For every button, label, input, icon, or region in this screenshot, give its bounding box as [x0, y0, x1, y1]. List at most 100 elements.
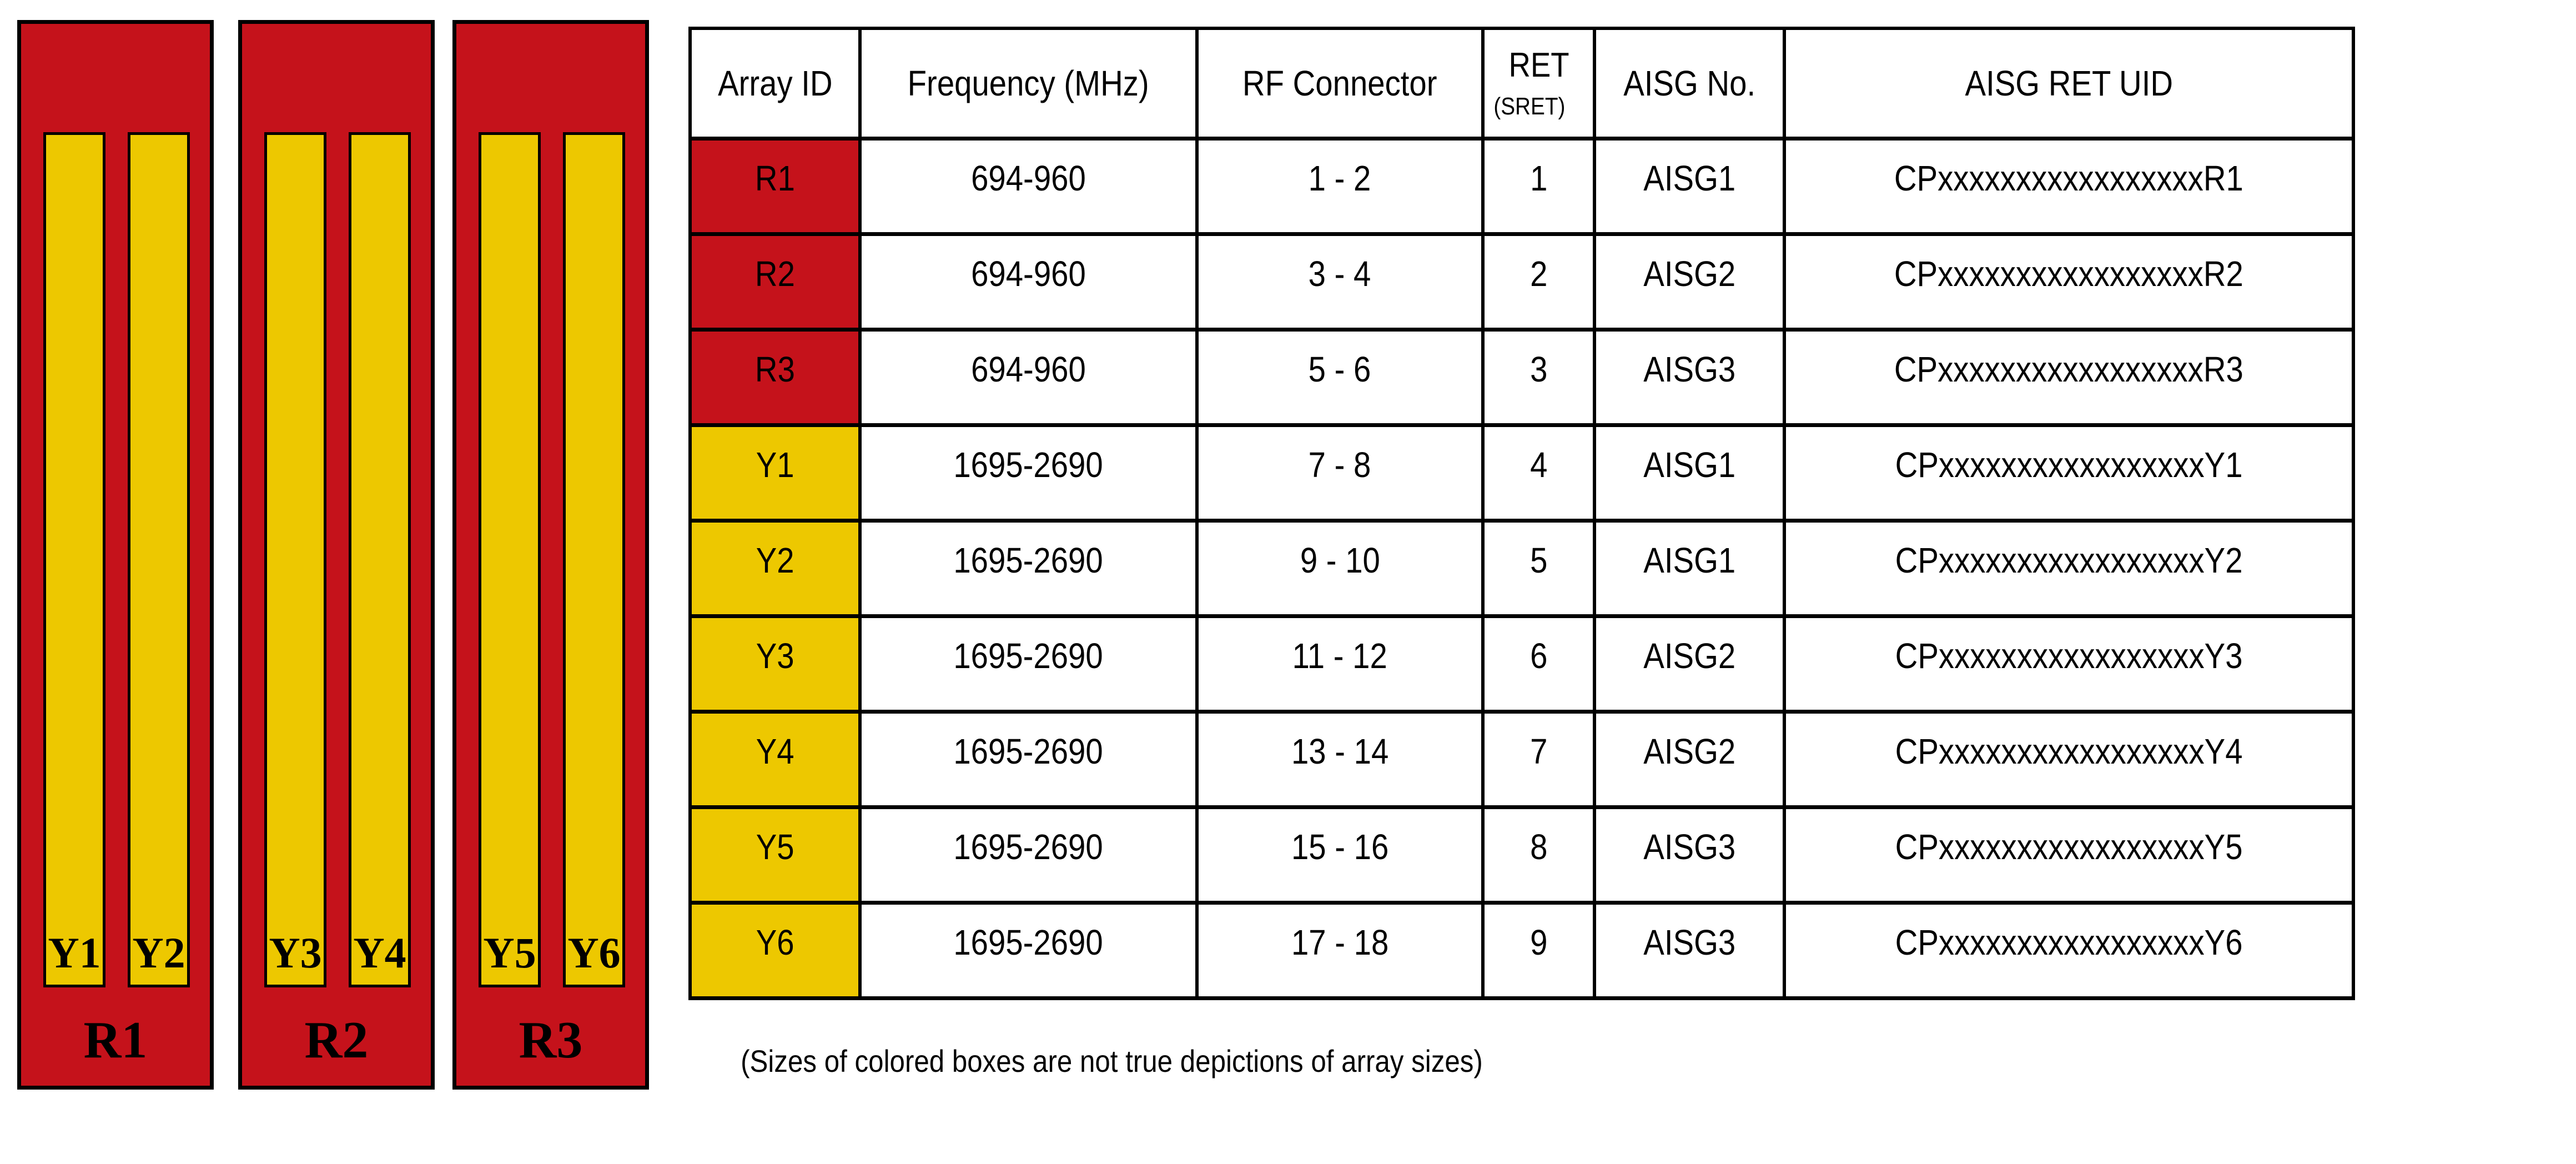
- frequency-value: 1695-2690: [953, 827, 1104, 867]
- array-box-label: Y2: [132, 929, 185, 977]
- header-array-id: Array ID: [692, 30, 862, 141]
- aisg-no-cell: AISG1: [1596, 141, 1786, 236]
- array-box-label: Y1: [48, 929, 101, 977]
- array-box-label: Y3: [269, 929, 322, 977]
- aisg-ret-uid-cell: CPxxxxxxxxxxxxxxxxxY5: [1786, 809, 2355, 905]
- aisg-no-cell: AISG3: [1596, 332, 1786, 427]
- array-id-cell: Y3: [692, 618, 862, 714]
- aisg-ret-uid-value: CPxxxxxxxxxxxxxxxxxY5: [1895, 827, 2243, 867]
- frequency-value: 1695-2690: [953, 731, 1104, 772]
- frequency-value: 1695-2690: [953, 540, 1104, 581]
- header-label: AISG RET UID: [1965, 63, 2173, 103]
- aisg-no-cell: AISG1: [1596, 427, 1786, 523]
- array-box-y6: Y6: [563, 132, 625, 987]
- ret-cell: 4: [1485, 427, 1596, 523]
- ret-value: 2: [1530, 254, 1548, 294]
- rf-connector-value: 15 - 16: [1291, 827, 1389, 867]
- rf-connector-value: 1 - 2: [1309, 158, 1371, 199]
- rf-connector-cell: 15 - 16: [1199, 809, 1485, 905]
- rf-connector-value: 5 - 6: [1309, 349, 1371, 390]
- frequency-cell: 1695-2690: [862, 618, 1199, 714]
- aisg-ret-uid-value: CPxxxxxxxxxxxxxxxxxR2: [1894, 254, 2243, 294]
- aisg-ret-uid-value: CPxxxxxxxxxxxxxxxxxR1: [1894, 158, 2243, 199]
- array-id-value: Y5: [756, 827, 794, 867]
- ret-cell: 2: [1485, 236, 1596, 332]
- frequency-cell: 1695-2690: [862, 714, 1199, 809]
- array-box-label: Y4: [353, 929, 406, 977]
- frequency-value: 694-960: [971, 158, 1086, 199]
- rf-connector-cell: 7 - 8: [1199, 427, 1485, 523]
- array-id-value: R1: [755, 158, 795, 199]
- array-id-cell: R3: [692, 332, 862, 427]
- aisg-ret-uid-value: CPxxxxxxxxxxxxxxxxxY1: [1895, 445, 2243, 485]
- header-label: RET: [1508, 46, 1569, 84]
- frequency-cell: 694-960: [862, 236, 1199, 332]
- rf-connector-cell: 1 - 2: [1199, 141, 1485, 236]
- aisg-ret-uid-cell: CPxxxxxxxxxxxxxxxxxR1: [1786, 141, 2355, 236]
- frequency-value: 694-960: [971, 254, 1086, 294]
- aisg-no-cell: AISG2: [1596, 618, 1786, 714]
- ret-cell: 3: [1485, 332, 1596, 427]
- aisg-no-value: AISG3: [1643, 349, 1735, 390]
- aisg-ret-uid-cell: CPxxxxxxxxxxxxxxxxxY1: [1786, 427, 2355, 523]
- rf-connector-cell: 5 - 6: [1199, 332, 1485, 427]
- aisg-ret-uid-cell: CPxxxxxxxxxxxxxxxxxY6: [1786, 905, 2355, 1000]
- aisg-ret-uid-cell: CPxxxxxxxxxxxxxxxxxR3: [1786, 332, 2355, 427]
- aisg-ret-uid-cell: CPxxxxxxxxxxxxxxxxxY2: [1786, 523, 2355, 618]
- rf-connector-cell: 3 - 4: [1199, 236, 1485, 332]
- ret-value: 7: [1530, 731, 1548, 772]
- frequency-cell: 694-960: [862, 141, 1199, 236]
- aisg-no-value: AISG2: [1643, 731, 1735, 772]
- rf-connector-cell: 11 - 12: [1199, 618, 1485, 714]
- aisg-no-value: AISG3: [1643, 827, 1735, 867]
- frequency-cell: 1695-2690: [862, 427, 1199, 523]
- rf-connector-cell: 9 - 10: [1199, 523, 1485, 618]
- array-id-cell: Y4: [692, 714, 862, 809]
- ret-cell: 6: [1485, 618, 1596, 714]
- array-id-value: Y2: [756, 540, 794, 581]
- aisg-no-cell: AISG2: [1596, 714, 1786, 809]
- aisg-ret-uid-value: CPxxxxxxxxxxxxxxxxxR3: [1894, 349, 2243, 390]
- frequency-value: 1695-2690: [953, 922, 1104, 963]
- rf-connector-cell: 13 - 14: [1199, 714, 1485, 809]
- array-id-cell: Y5: [692, 809, 862, 905]
- array-box-label: Y6: [567, 929, 621, 977]
- array-id-value: R3: [755, 349, 795, 390]
- ret-cell: 7: [1485, 714, 1596, 809]
- rf-connector-value: 9 - 10: [1300, 540, 1380, 581]
- aisg-ret-uid-value: CPxxxxxxxxxxxxxxxxxY3: [1895, 636, 2243, 676]
- ret-value: 6: [1530, 636, 1548, 676]
- aisg-ret-uid-value: CPxxxxxxxxxxxxxxxxxY2: [1895, 540, 2243, 581]
- antenna-panel-r3: Y5 Y6 R3: [452, 20, 649, 1090]
- aisg-ret-uid-cell: CPxxxxxxxxxxxxxxxxxY3: [1786, 618, 2355, 714]
- aisg-no-value: AISG1: [1643, 540, 1735, 581]
- frequency-cell: 1695-2690: [862, 523, 1199, 618]
- header-label: Frequency (MHz): [908, 63, 1149, 103]
- aisg-ret-uid-cell: CPxxxxxxxxxxxxxxxxxR2: [1786, 236, 2355, 332]
- rf-connector-value: 17 - 18: [1291, 922, 1389, 963]
- ret-value: 1: [1530, 158, 1548, 199]
- aisg-no-cell: AISG1: [1596, 523, 1786, 618]
- antenna-panel-r2: Y3 Y4 R2: [238, 20, 435, 1090]
- size-disclaimer-text: (Sizes of colored boxes are not true dep…: [741, 1043, 1483, 1078]
- ret-cell: 5: [1485, 523, 1596, 618]
- array-box-y2: Y2: [128, 132, 190, 987]
- rf-connector-value: 7 - 8: [1309, 445, 1371, 485]
- array-id-value: Y3: [756, 636, 794, 676]
- ret-value: 5: [1530, 540, 1548, 581]
- header-rf-connector: RF Connector: [1199, 30, 1485, 141]
- ret-value: 8: [1530, 827, 1548, 867]
- ret-value: 9: [1530, 922, 1548, 963]
- aisg-no-value: AISG3: [1643, 922, 1735, 963]
- header-label: RF Connector: [1242, 63, 1437, 103]
- header-label: Array ID: [717, 63, 833, 103]
- aisg-no-value: AISG2: [1643, 254, 1735, 294]
- array-spec-table: Array ID Frequency (MHz) RF Connector RE…: [688, 27, 2355, 1000]
- header-aisg-ret-uid: AISG RET UID: [1786, 30, 2355, 141]
- array-id-cell: Y1: [692, 427, 862, 523]
- aisg-no-cell: AISG3: [1596, 905, 1786, 1000]
- antenna-panel-r1: Y1 Y2 R1: [17, 20, 214, 1090]
- panel-label: R3: [519, 1011, 583, 1069]
- aisg-no-value: AISG2: [1643, 636, 1735, 676]
